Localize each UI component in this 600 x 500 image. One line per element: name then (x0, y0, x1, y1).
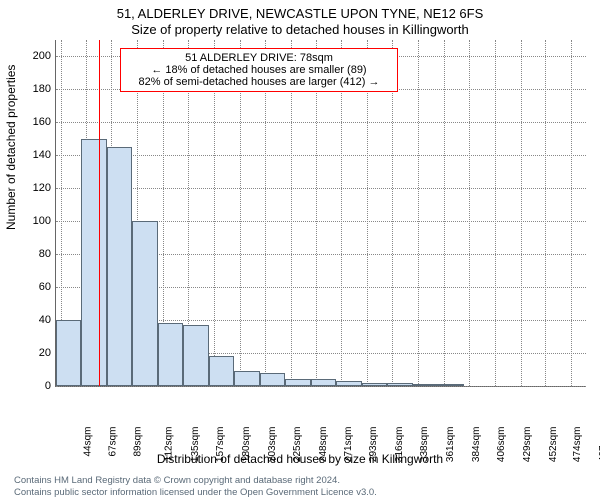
histogram-bar (260, 373, 285, 386)
histogram-bar (311, 379, 336, 386)
annotation-line3: 82% of semi-detached houses are larger (… (127, 76, 391, 88)
gridline-v (521, 40, 522, 386)
histogram-bar (81, 139, 106, 386)
histogram-bar (336, 381, 361, 386)
y-axis-label: Number of detached properties (4, 65, 18, 230)
gridline-v (444, 40, 445, 386)
histogram-bar (362, 383, 387, 386)
marker-line (99, 40, 100, 386)
gridline-v (418, 40, 419, 386)
gridline-v (495, 40, 496, 386)
annotation-line2: ← 18% of detached houses are smaller (89… (127, 64, 391, 76)
footer-line2: Contains public sector information licen… (14, 487, 377, 498)
gridline-h (56, 188, 586, 189)
histogram-bar (438, 384, 463, 386)
histogram-bar (209, 356, 234, 386)
histogram-bar (56, 320, 81, 386)
chart-title-line2: Size of property relative to detached ho… (0, 22, 600, 37)
gridline-v (545, 40, 546, 386)
x-axis-label: Distribution of detached houses by size … (0, 452, 600, 466)
y-tick-label: 160 (21, 116, 51, 128)
histogram-bar (387, 383, 412, 386)
y-tick-label: 80 (21, 248, 51, 260)
plot-area: 02040608010012014016018020044sqm67sqm89s… (55, 40, 586, 387)
annotation-box: 51 ALDERLEY DRIVE: 78sqm← 18% of detache… (120, 48, 398, 92)
histogram-bar (183, 325, 208, 386)
histogram-bar (413, 384, 438, 386)
y-tick-label: 120 (21, 182, 51, 194)
footer-line1: Contains HM Land Registry data © Crown c… (14, 475, 340, 486)
y-tick-label: 60 (21, 281, 51, 293)
chart-container: 51, ALDERLEY DRIVE, NEWCASTLE UPON TYNE,… (0, 0, 600, 500)
y-tick-label: 0 (21, 380, 51, 392)
y-tick-label: 140 (21, 149, 51, 161)
gridline-h (56, 122, 586, 123)
histogram-bar (132, 221, 157, 386)
annotation-line1: 51 ALDERLEY DRIVE: 78sqm (127, 52, 391, 64)
y-tick-label: 40 (21, 314, 51, 326)
histogram-bar (158, 323, 183, 386)
y-tick-label: 100 (21, 215, 51, 227)
y-tick-label: 20 (21, 347, 51, 359)
gridline-v (571, 40, 572, 386)
gridline-h (56, 155, 586, 156)
histogram-bar (285, 379, 310, 386)
y-tick-label: 180 (21, 83, 51, 95)
histogram-bar (234, 371, 259, 386)
gridline-v (469, 40, 470, 386)
gridline-h (56, 386, 586, 387)
histogram-bar (107, 147, 132, 386)
y-tick-label: 200 (21, 50, 51, 62)
chart-title-line1: 51, ALDERLEY DRIVE, NEWCASTLE UPON TYNE,… (0, 6, 600, 21)
